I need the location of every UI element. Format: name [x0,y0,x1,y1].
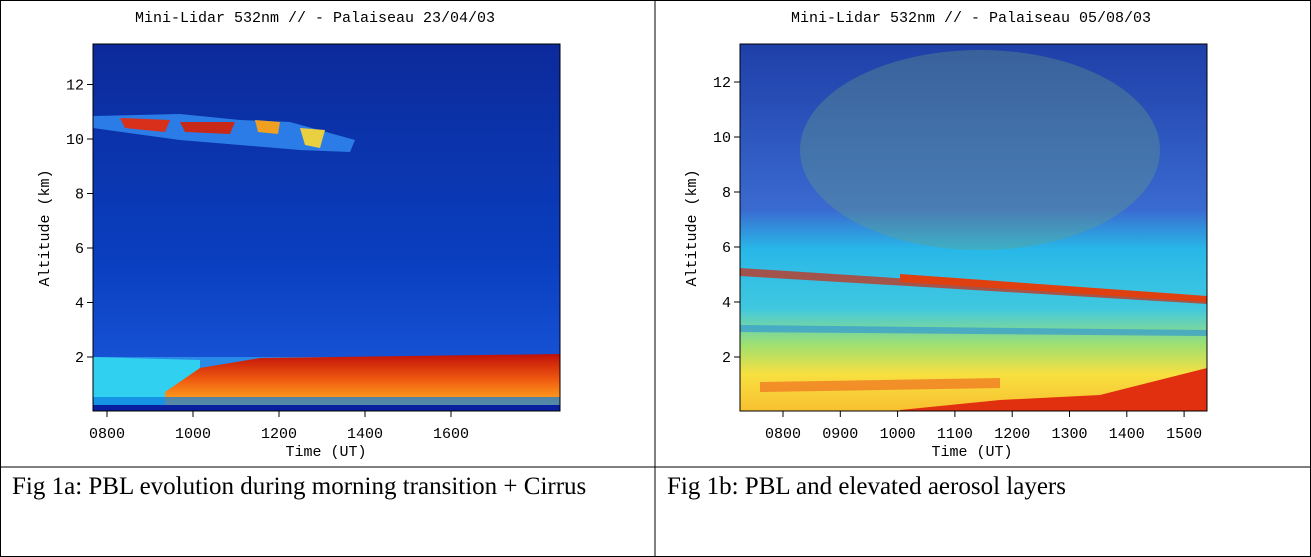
x-tick-label: 1200 [994,426,1030,443]
y-tick-label: 8 [722,185,731,202]
x-tick-label: 0900 [822,426,858,443]
y-tick-label: 12 [713,75,731,92]
x-tick-label: 1000 [880,426,916,443]
plot-frame [739,43,1208,412]
x-axis-label: Time (UT) [285,444,366,461]
x-tick-label: 0800 [89,426,125,443]
y-tick-label: 2 [722,350,731,367]
y-tick-label: 4 [722,295,731,312]
x-tick-label: 1400 [347,426,383,443]
caption: Fig 1b: PBL and elevated aerosol layers [667,473,1066,500]
y-tick-label: 8 [75,187,84,204]
lidar-image-1b [740,44,1207,411]
y-axis-label: Altitude (km) [684,169,701,286]
x-tick-label: 1400 [1109,426,1145,443]
x-tick-label: 1300 [1051,426,1087,443]
x-tick-label: 1500 [1166,426,1202,443]
x-tick-label: 1000 [175,426,211,443]
y-tick-label: 12 [66,78,84,95]
x-tick-label: 1600 [433,426,469,443]
y-tick-label: 2 [75,350,84,367]
y-tick-label: 10 [66,132,84,149]
figure-title: Mini-Lidar 532nm // - Palaiseau 23/04/03 [135,10,495,27]
caption: Fig 1a: PBL evolution during morning tra… [12,473,587,500]
x-axis-label: Time (UT) [931,444,1012,461]
x-tick-label: 1200 [261,426,297,443]
figure-title: Mini-Lidar 532nm // - Palaiseau 05/08/03 [791,10,1151,27]
y-tick-label: 10 [713,130,731,147]
x-tick-label: 0800 [765,426,801,443]
x-tick-label: 1100 [937,426,973,443]
y-tick-label: 4 [75,296,84,313]
lidar-image-1a [93,44,560,411]
y-tick-label: 6 [75,241,84,258]
y-axis-label: Altitude (km) [37,169,54,286]
y-tick-label: 6 [722,240,731,257]
plot-frame [92,43,561,412]
